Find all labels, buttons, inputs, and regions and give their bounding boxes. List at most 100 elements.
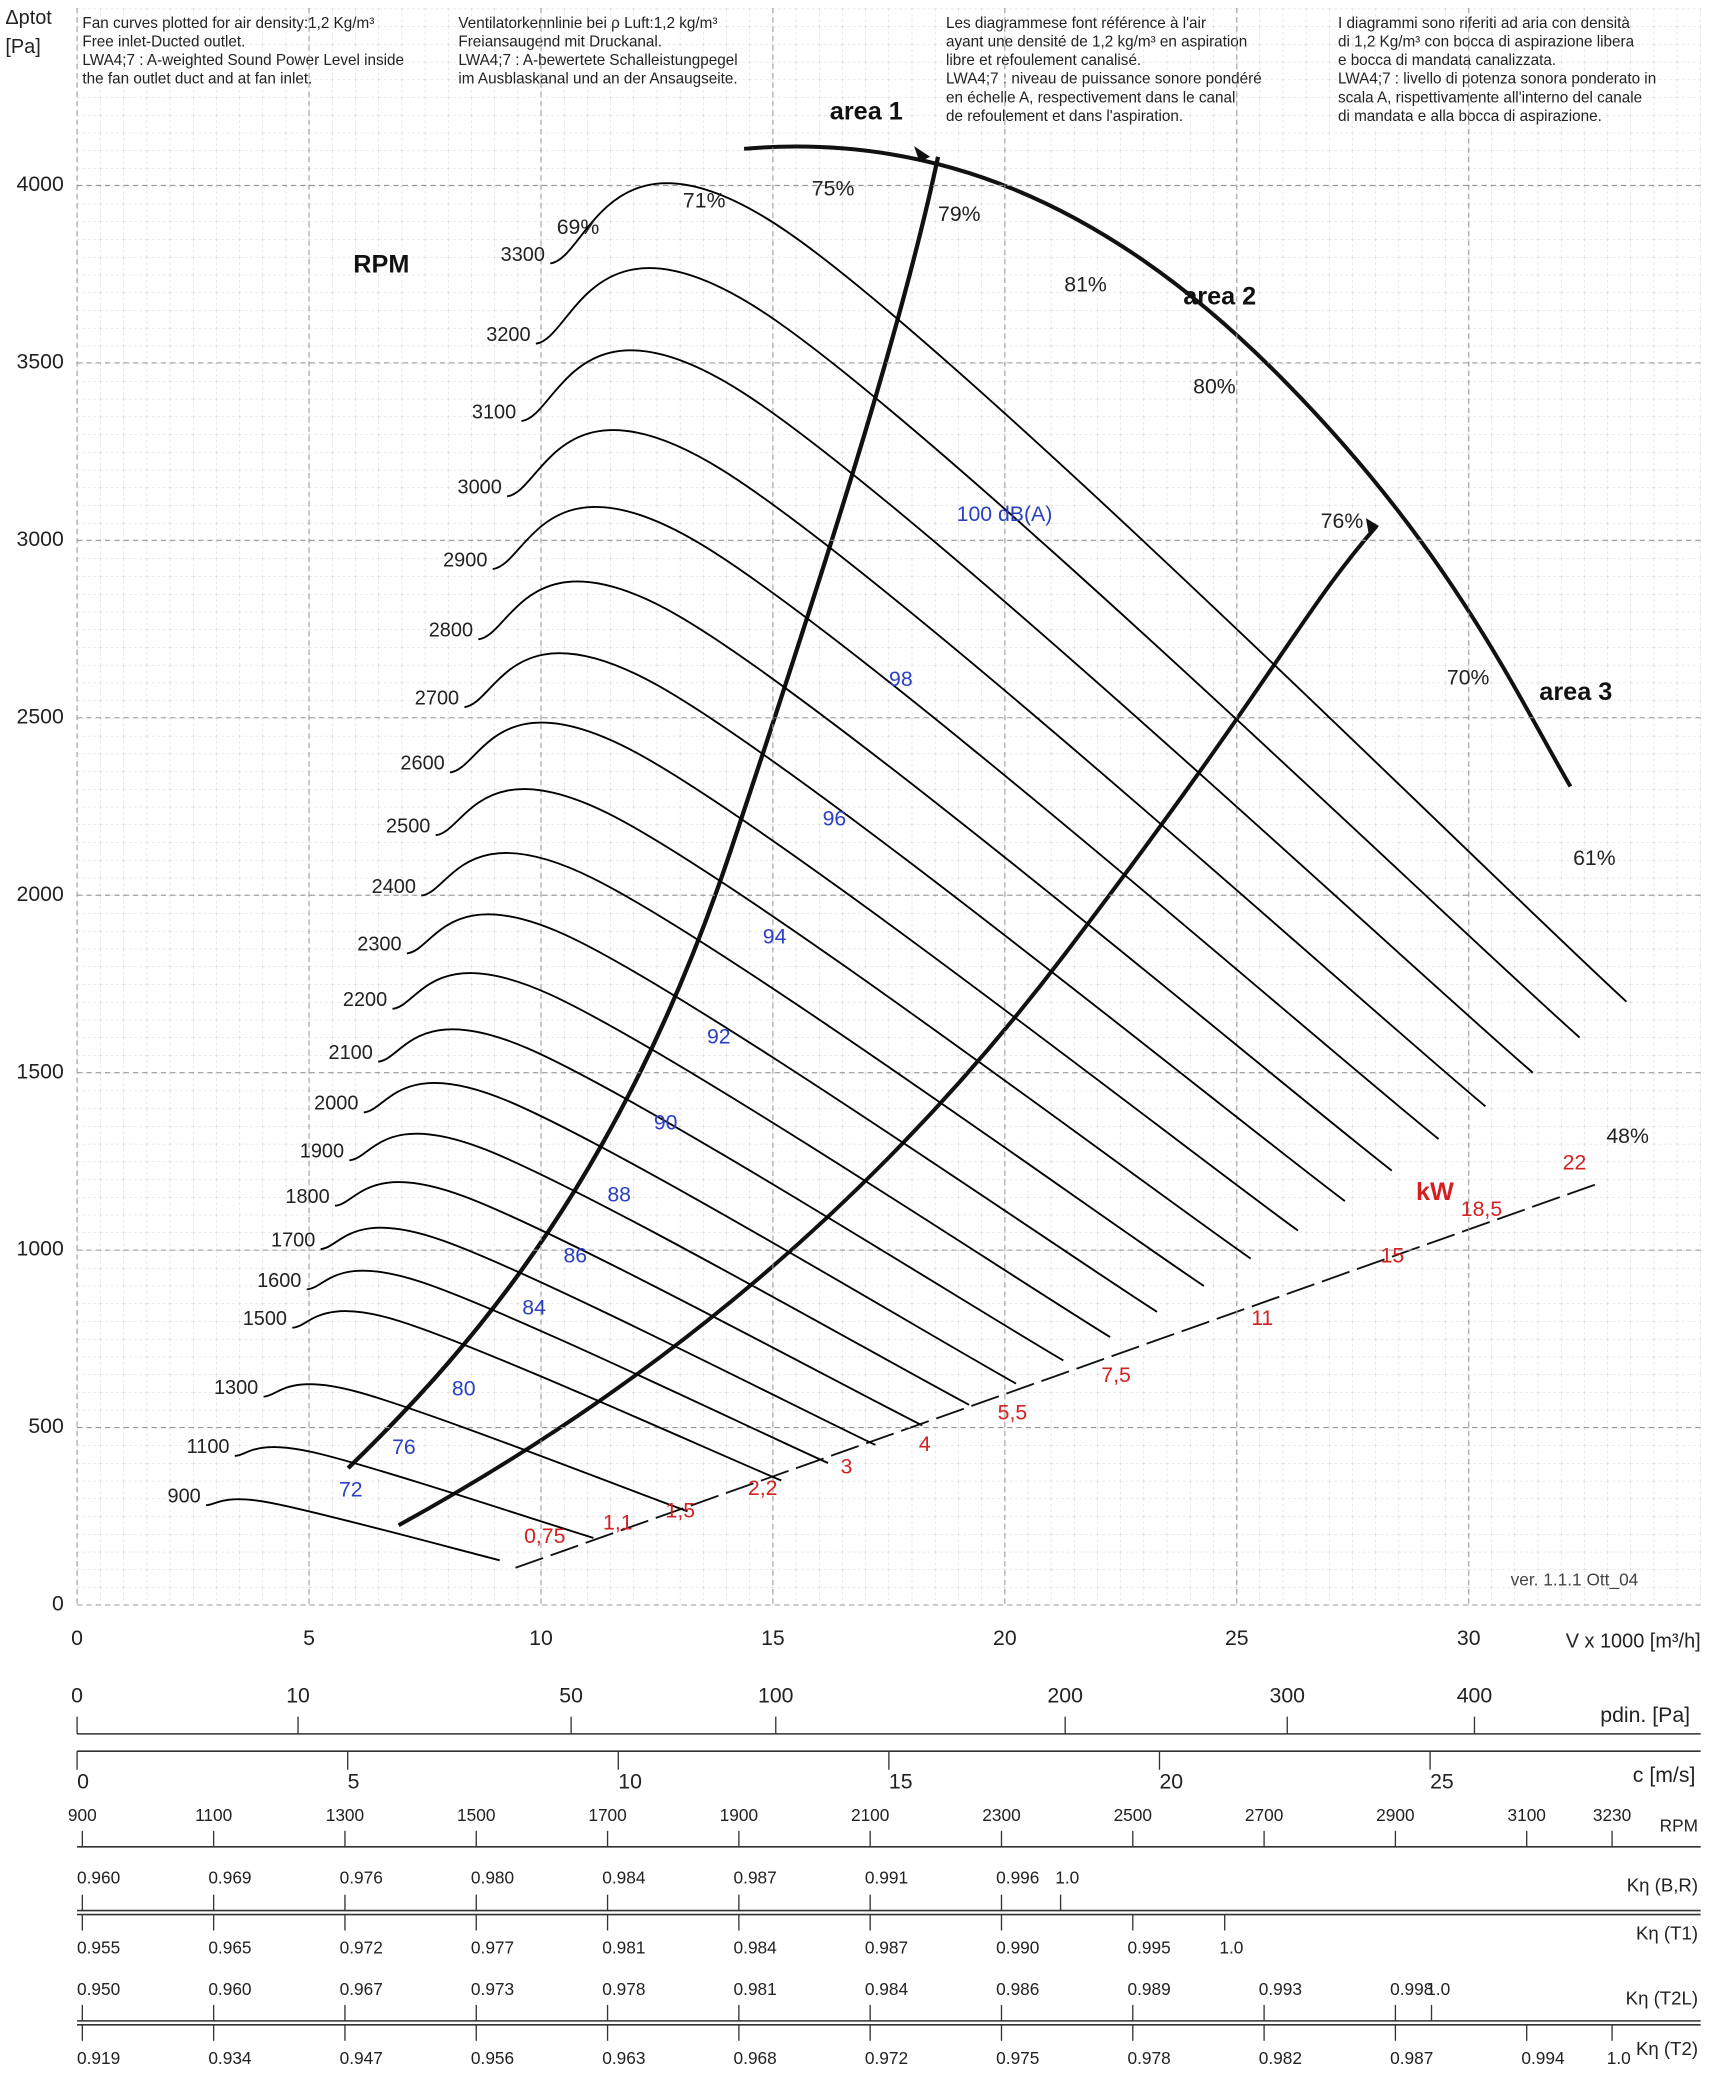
rpm-tick-label: 2300	[982, 1805, 1020, 1825]
annotation: 1,5	[666, 1499, 696, 1523]
annotation: area 2	[1183, 282, 1256, 310]
rpm-label: 2300	[357, 934, 401, 956]
x-tick-label: 15	[761, 1626, 785, 1650]
k-value-label: 0.960	[77, 1867, 120, 1887]
annotation: 98	[889, 667, 913, 691]
annotation: RPM	[353, 250, 409, 278]
annotation: 15	[1381, 1244, 1405, 1268]
rpm-label: 1300	[214, 1377, 258, 1399]
k-value-label: 0.984	[734, 1938, 778, 1958]
note-line: Les diagrammese font référence à l'air	[946, 15, 1206, 32]
rpm-label: 1800	[285, 1186, 329, 1208]
x-tick-label: 25	[1225, 1626, 1249, 1650]
annotation: 88	[607, 1182, 631, 1206]
k-value-label: 0.989	[1127, 1979, 1170, 1999]
velocity-label: c [m/s]	[1633, 1763, 1696, 1787]
annotation: 70%	[1447, 666, 1490, 690]
k-value-label: 0.978	[602, 1979, 645, 1999]
fan-curve	[535, 267, 1581, 1039]
k-value-label: 1.0	[1055, 1867, 1079, 1887]
rpm-label: 1900	[300, 1141, 344, 1163]
fan-curve	[205, 1498, 500, 1562]
y-axis-label: Δptot	[5, 7, 52, 29]
x-tick-label: 20	[993, 1626, 1017, 1650]
annotation: 1,1	[603, 1511, 633, 1535]
y-tick-label: 1000	[17, 1237, 64, 1261]
k-value-label: 0.950	[77, 1979, 120, 1999]
pdin-tick-label: 400	[1457, 1683, 1492, 1707]
annotation: 80%	[1193, 375, 1236, 399]
rpm-tick-label: 2100	[851, 1805, 889, 1825]
k-row-name: Kη (T2L)	[1626, 1988, 1698, 2009]
y-tick-label: 2000	[17, 882, 64, 906]
k-value-label: 0.973	[471, 1979, 514, 1999]
y-tick-label: 4000	[17, 172, 64, 196]
fan-curve	[363, 1082, 1017, 1385]
fan-curve	[378, 1028, 1064, 1362]
note-line: Ventilatorkennlinie bei ρ Luft:1,2 kg/m³	[458, 15, 717, 32]
k-value-label: 0.972	[865, 2048, 908, 2068]
note-line: LWA4;7 : niveau de puissance sonore pond…	[946, 71, 1262, 88]
fan-curve	[521, 349, 1534, 1074]
k-value-label: 0.986	[996, 1979, 1039, 1999]
limit-line	[515, 1181, 1602, 1569]
velocity-tick-label: 0	[77, 1770, 89, 1794]
annotation: 76%	[1321, 509, 1364, 533]
pdin-tick-label: 50	[559, 1683, 583, 1707]
fan-curve	[478, 580, 1393, 1172]
x-tick-label: 30	[1457, 1626, 1481, 1650]
rpm-label: 1100	[187, 1436, 230, 1458]
fan-curve	[263, 1383, 688, 1513]
k-value-label: 0.984	[602, 1867, 646, 1887]
k-value-label: 0.998	[1390, 1979, 1433, 1999]
y-axis-unit: [Pa]	[5, 36, 40, 58]
rpm-label: 2900	[443, 549, 487, 571]
fan-curve	[492, 506, 1440, 1140]
k-value-label: 0.990	[996, 1938, 1039, 1958]
rpm-tick-label: 2700	[1245, 1805, 1283, 1825]
annotation: 69%	[557, 215, 600, 239]
y-tick-label: 500	[28, 1414, 63, 1438]
area-2-boundary	[397, 524, 1379, 1528]
k-value-label: 0.987	[1390, 2048, 1433, 2068]
k-value-label: 0.963	[602, 2048, 645, 2068]
annotation: 86	[564, 1244, 588, 1268]
annotation: 92	[707, 1024, 731, 1048]
annotation: 79%	[938, 202, 981, 226]
plot: 0 5 10 15 20 25 30 0 500 1000 1500 2000 2500 3000 3500…	[17, 7, 1701, 1650]
rpm-tick-label: 2500	[1114, 1805, 1152, 1825]
note-line: ayant une densité de 1,2 kg/m³ en aspira…	[946, 34, 1247, 51]
annotation: 18,5	[1461, 1197, 1502, 1221]
k-value-label: 0.994	[1521, 2048, 1565, 2068]
fan-curve	[320, 1226, 876, 1446]
k-value-label: 0.991	[865, 1867, 908, 1887]
k-value-label: 0.960	[208, 1979, 251, 1999]
rpm-tick-label: 1300	[326, 1805, 364, 1825]
k-value-label: 0.981	[734, 1979, 777, 1999]
rpm-label: 2700	[415, 687, 459, 709]
rpm-label: 1700	[271, 1229, 315, 1251]
fan-curve	[334, 1181, 923, 1427]
annotation: 80	[452, 1376, 476, 1400]
rpm-label: 2600	[400, 753, 444, 775]
y-tick-label: 3500	[17, 349, 64, 373]
rpm-tick-label: 3100	[1507, 1805, 1545, 1825]
k-value-label: 1.0	[1607, 2048, 1631, 2068]
k-value-label: 0.975	[996, 2048, 1039, 2068]
k-row-name: Kη (B,R)	[1627, 1875, 1698, 1896]
k-value-label: 0.965	[208, 1938, 251, 1958]
annotation: 0,75	[524, 1524, 565, 1548]
velocity-tick-label: 15	[889, 1770, 913, 1794]
pdin-label: pdin. [Pa]	[1600, 1703, 1690, 1727]
rpm-label: 2100	[329, 1042, 373, 1064]
rpm-tick-label: 900	[68, 1805, 97, 1825]
fan-curve	[234, 1446, 594, 1539]
k-value-label: 0.947	[340, 2048, 383, 2068]
k-value-label: 0.984	[865, 1979, 909, 1999]
x-axis-label: V x 1000 [m³/h]	[1566, 1630, 1701, 1652]
note-line: Fan curves plotted for air density:1,2 K…	[82, 15, 374, 32]
y-tick-label: 1500	[17, 1059, 64, 1083]
annotation: 2,2	[748, 1476, 778, 1500]
annotation: ver. 1.1.1 Ott_04	[1511, 1570, 1639, 1590]
